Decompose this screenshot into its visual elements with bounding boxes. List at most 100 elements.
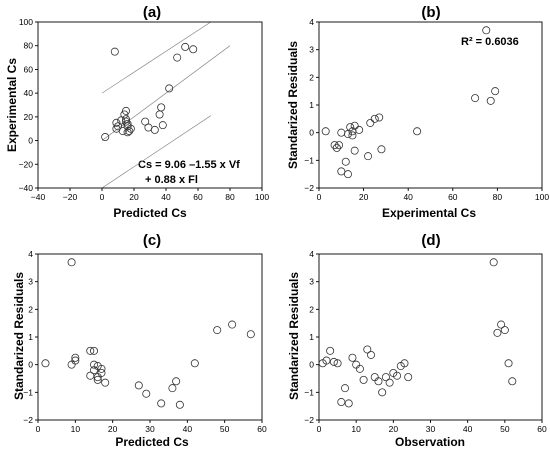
panel-d-data-point [341,384,350,393]
panel-c-ylabel: Standarized Residuals [12,272,26,400]
panel-d-y-tick-label: 0 [309,360,314,370]
panel-c: (c) Standarized Residuals Predicted Cs 0… [12,232,267,449]
panel-d-data-point [493,328,502,337]
panel-d-data-point [344,399,353,408]
panel-c-data-point [97,364,106,373]
panel-a-data-point [122,106,131,115]
panel-a: (a) Experimental Cs Predicted Cs Cs = 9.… [5,4,269,220]
panel-a-data-point [155,110,164,119]
panel-a-data-point [112,118,121,127]
panel-a-frame [37,21,263,189]
panel-a-y-tick-label: −20 [19,159,34,169]
panel-b-data-point [348,131,357,140]
panel-c-x-tick-label: 10 [71,424,81,434]
panel-a-equation-line-1: Cs = 9.06 –1.55 x Vf [138,159,240,171]
panel-d-data-point [337,398,346,407]
panel-c-xlabel: Predicted Cs [115,435,189,449]
panel-d-x-tick-label: 50 [500,424,510,434]
panel-a-x-tick-label: −20 [63,192,78,202]
panel-d-data-point [500,326,509,335]
panel-b-data-point [335,141,344,150]
panel-b-x-tick-label: 80 [493,192,503,202]
panel-d-data-point [322,356,331,365]
panel-b-x-tick-label: 20 [359,192,369,202]
panel-c-x-tick-label: 60 [257,424,267,434]
panel-b-data-point [364,152,373,161]
panel-a-line-3 [101,115,211,188]
panel-a-y-tick-label: 40 [24,88,34,98]
panel-d-data-point [381,373,390,382]
panel-b-data-point [346,123,355,132]
panel-a-data-point [101,133,110,142]
panel-a-xlabel: Predicted Cs [113,206,187,220]
panel-c-data-point [97,368,106,377]
panel-b-data-point [375,113,384,122]
panel-a-data-point [110,47,119,56]
panel-b-y-tick-label: 1 [309,100,314,110]
panel-d-x-tick-label: 0 [317,424,322,434]
panel-c-x-tick-label: 50 [220,424,230,434]
panel-b-data-point [330,141,339,150]
panel-d-xlabel: Observation [395,435,465,449]
panel-a-y-tick-label: 0 [28,136,33,146]
panel-a-data-point [173,53,182,62]
panel-c-label: (c) [143,232,161,249]
panel-d-frame [318,253,543,421]
panel-d-x-tick-label: 40 [463,424,473,434]
panel-c-data-point [67,258,76,267]
panel-c-data-point [190,359,199,368]
panel-a-data-point [158,121,167,130]
panel-a-x-tick-label: −40 [31,192,46,202]
panel-c-x-tick-label: 20 [108,424,118,434]
panel-d-data-point [497,320,506,329]
panel-b-data-point [337,128,346,137]
panel-a-ylabel: Experimental Cs [5,58,19,152]
panel-c-x-tick-label: 40 [183,424,193,434]
panel-d-label: (d) [421,232,440,249]
panel-d-data-point [378,388,387,397]
panel-c-data-point [41,359,50,368]
panel-b-data-point [332,143,341,152]
panel-d-x-tick-label: 10 [351,424,361,434]
panel-b-data-point [341,157,350,166]
panel-a-data-point [165,84,174,93]
panel-d-ylabel: Standarized Residuals [287,272,301,400]
panel-c-data-point [90,366,99,375]
panel-d-x-tick-label: 30 [426,424,436,434]
panel-c-data-point [90,360,99,369]
panel-a-data-point [181,42,190,51]
panel-c-data-point [67,360,76,369]
panel-d-data-point [504,359,513,368]
panel-d-data-point [329,357,338,366]
panel-c-data-point [142,389,151,398]
panel-a-data-point [118,127,127,136]
panel-a-y-tick-label: −40 [19,183,34,193]
panel-d-y-tick-label: −1 [304,387,314,397]
panel-d-y-tick-label: 4 [309,249,314,259]
panel-a-data-point [122,117,131,126]
panel-d-data-point [393,371,402,380]
panel-b-data-point [486,96,495,105]
panel-a-x-tick-label: 60 [193,192,203,202]
panel-a-data-point [126,124,135,133]
panel-d-y-tick-label: 2 [309,304,314,314]
panel-a-x-tick-label: 100 [255,192,269,202]
panel-a-x-tick-label: 40 [161,192,171,202]
panel-d-y-tick-label: 3 [309,277,314,287]
panel-a-y-tick-label: 100 [19,17,33,27]
panel-b-y-tick-label: −1 [304,155,314,165]
panel-b-data-point [471,94,480,103]
panel-b-data-point [366,118,375,127]
panel-b-data-point [370,114,379,123]
panel-d-data-point [404,373,413,382]
panel-d-data-point [363,345,372,354]
panel-c-x-tick-label: 0 [36,424,41,434]
panel-a-x-tick-label: 0 [100,192,105,202]
panel-d-data-point [359,375,368,384]
panel-c-data-point [172,377,181,386]
panel-d-x-tick-label: 20 [389,424,399,434]
panel-d-x-tick-label: 60 [537,424,547,434]
panel-c-data-point [175,400,184,409]
panel-d-y-tick-label: −2 [304,415,314,425]
